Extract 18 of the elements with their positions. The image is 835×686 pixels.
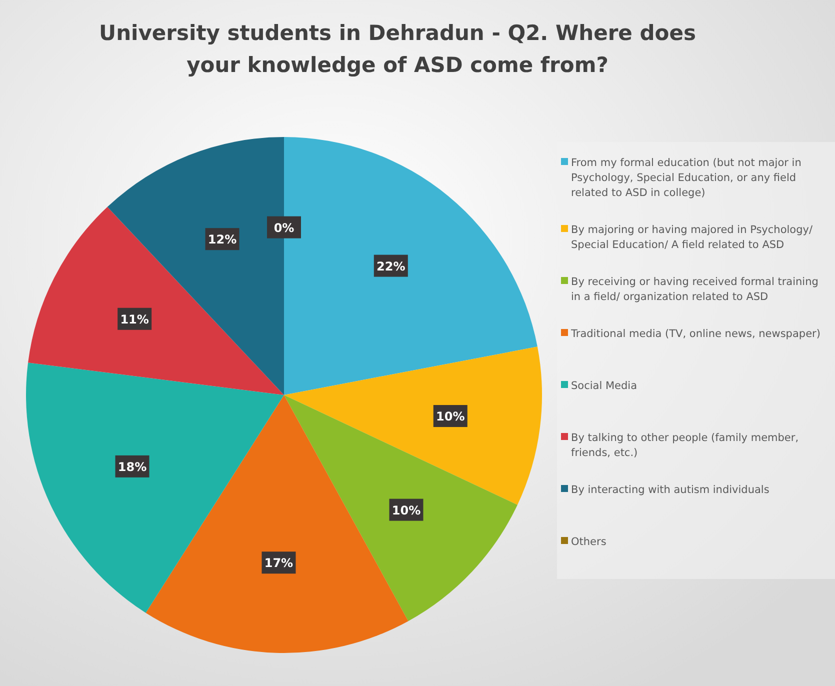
text: 0%	[274, 220, 294, 235]
data-label: 10%	[436, 410, 465, 424]
legend-label: By interacting with autism individuals	[571, 484, 770, 496]
data-label: 17%	[264, 556, 294, 570]
legend-label: By talking to other people (family member, friends, etc.)	[571, 432, 799, 459]
data-label: 22%	[376, 259, 406, 274]
data-label: 18%	[118, 460, 147, 474]
data-label: 12%	[208, 232, 237, 247]
pie-slice	[284, 346, 542, 505]
legend-label: Social Media	[571, 380, 638, 392]
legend-label: From my formal education (but not major in Psychology, Special Education, or any field related to ASD in college)	[571, 157, 802, 199]
data-label: 10%	[392, 503, 421, 518]
legend-label: By receiving or having received formal training in a field/ organization related to ASD	[571, 276, 818, 303]
data-label: 11%	[120, 312, 149, 326]
legend-label: Traditional media (TV, online news, newspaper)	[570, 328, 820, 340]
legend-label: By majoring or having majored in Psychology/ Special Education/ A field related to ASD	[571, 224, 813, 251]
legend-label: Others	[571, 536, 606, 548]
chart-title: University students in Dehradun - Q2. Where does your knowledge of ASD come from?	[99, 21, 696, 77]
